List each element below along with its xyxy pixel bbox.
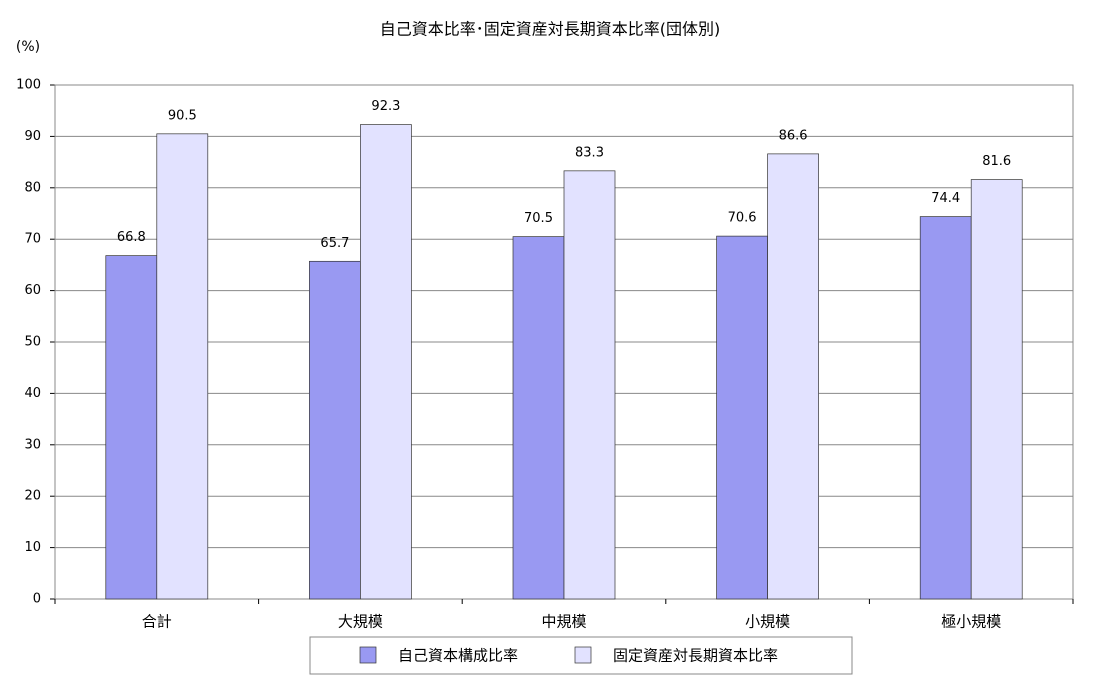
y-tick-label: 0 <box>33 592 41 607</box>
data-label: 81.6 <box>982 154 1011 169</box>
data-label: 83.3 <box>575 145 604 160</box>
bar <box>309 260 361 600</box>
y-tick-label: 40 <box>24 386 41 401</box>
x-tick-label: 極小規模 <box>941 613 1001 631</box>
bar <box>156 133 209 600</box>
bar <box>919 216 972 600</box>
y-tick-label: 70 <box>24 232 41 247</box>
chart-title: 自己資本比率･固定資産対長期資本比率(団体別) <box>380 20 721 39</box>
bar <box>105 255 158 600</box>
legend-label: 固定資産対長期資本比率 <box>613 647 778 665</box>
bar <box>716 235 768 600</box>
y-axis-label: (%) <box>16 39 40 55</box>
data-label: 70.6 <box>728 211 757 226</box>
y-tick-label: 50 <box>24 335 41 350</box>
bar <box>563 170 616 600</box>
legend-swatch <box>359 646 377 664</box>
data-label: 66.8 <box>117 230 146 245</box>
y-tick-label: 10 <box>24 540 41 555</box>
bar <box>767 153 819 600</box>
x-tick-label: 大規模 <box>338 613 383 631</box>
y-tick-label: 30 <box>24 437 41 452</box>
y-tick-label: 90 <box>24 129 41 144</box>
bar <box>360 124 412 600</box>
legend-swatch <box>574 646 592 664</box>
data-label: 74.4 <box>931 191 960 206</box>
y-tick-label: 60 <box>24 283 41 298</box>
y-tick-label: 80 <box>24 180 41 195</box>
data-label: 92.3 <box>371 99 400 114</box>
data-label: 86.6 <box>779 128 808 143</box>
legend-label: 自己資本構成比率 <box>398 647 518 665</box>
x-tick-label: 合計 <box>142 613 172 631</box>
data-label: 90.5 <box>168 108 197 123</box>
data-label: 65.7 <box>320 236 349 251</box>
x-tick-label: 小規模 <box>745 613 790 631</box>
data-label: 70.5 <box>524 211 553 226</box>
y-tick-label: 100 <box>16 78 41 93</box>
x-tick-label: 中規模 <box>541 613 586 631</box>
y-tick-label: 20 <box>24 489 41 504</box>
bar <box>970 179 1023 600</box>
bar <box>512 236 565 600</box>
